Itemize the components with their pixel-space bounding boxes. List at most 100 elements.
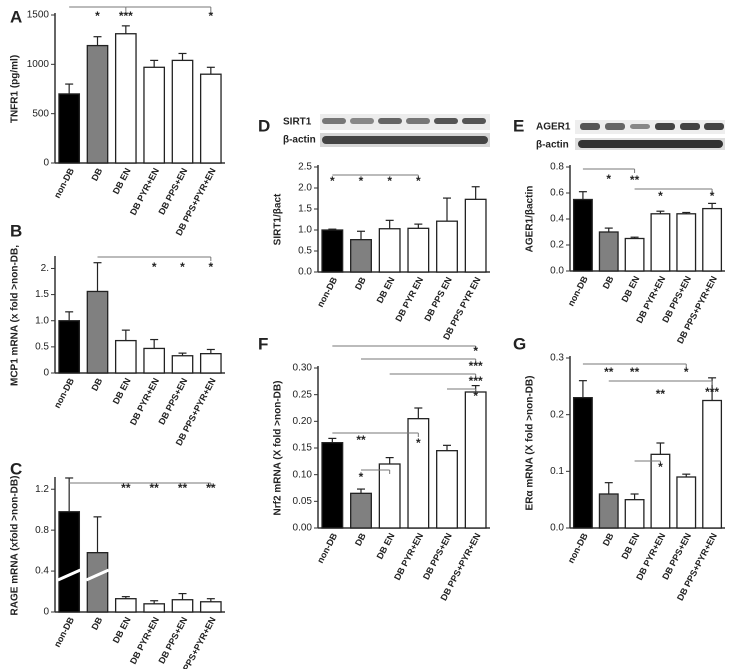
x-tick-label: non-DB <box>52 615 76 649</box>
y-tick-label: 1000 <box>27 59 50 70</box>
significance-star: * <box>208 260 213 274</box>
significance-star: *** <box>469 374 483 388</box>
significance-star: ** <box>630 365 640 379</box>
y-tick-label: 0 <box>43 368 49 379</box>
panel-letter: F <box>258 334 268 353</box>
y-tick-label: 0.15 <box>293 443 313 454</box>
y-axis-label: ERα mRNA (X fold >non-DB) <box>525 376 536 511</box>
significance-star: * <box>387 174 392 188</box>
x-tick-label: DB PYR+EN <box>128 166 161 216</box>
bar <box>407 227 430 273</box>
bar <box>464 391 487 529</box>
y-tick-label: 0 <box>43 158 49 169</box>
bar <box>464 198 487 273</box>
x-tick-label: non-DB <box>566 274 590 308</box>
x-tick-label: DB PPS+EN <box>156 166 189 216</box>
y-tick-label: 0.8 <box>35 525 49 536</box>
y-tick-label: 0.1 <box>550 466 564 477</box>
bar <box>624 499 645 529</box>
bar <box>171 355 194 374</box>
x-tick-label: DB EN <box>111 376 133 405</box>
significance-star: ** <box>356 433 366 447</box>
x-tick-label: DB PPS EN <box>422 275 454 323</box>
bar <box>598 231 619 272</box>
y-tick-label: 2.0 <box>298 183 312 194</box>
x-tick-label: DB <box>89 376 104 393</box>
bar <box>86 290 109 374</box>
x-tick-label: non-DB <box>52 166 76 200</box>
significance-star: * <box>152 260 157 274</box>
y-axis-label: TNFR1 (pg/ml) <box>10 55 21 123</box>
bar <box>171 59 194 164</box>
blot-e <box>575 120 725 150</box>
significance-star: ** <box>178 481 188 495</box>
bar <box>58 93 81 164</box>
significance-star: * <box>658 460 663 474</box>
significance-star: ** <box>630 173 640 187</box>
y-tick-label: 0.2 <box>550 409 564 420</box>
y-tick-label: 0.00 <box>293 523 313 534</box>
bar <box>86 552 109 613</box>
bar <box>199 601 222 613</box>
significance-star: * <box>606 172 611 186</box>
y-tick-label: 1500 <box>27 10 50 21</box>
x-tick-label: DB PPS+EN <box>156 376 189 426</box>
bar <box>143 66 166 164</box>
bar <box>58 320 81 374</box>
blot-label: β-actin <box>283 135 316 146</box>
significance-star: * <box>416 436 421 450</box>
panel-letter: C <box>10 459 22 478</box>
significance-star: *** <box>705 385 719 399</box>
x-tick-label: DB PPS+EN <box>421 531 454 581</box>
significance-star: *** <box>119 9 133 23</box>
bar <box>702 207 723 272</box>
significance-star: * <box>359 470 364 484</box>
y-tick-label: 1.5 <box>298 204 312 215</box>
x-tick-label: non-DB <box>315 531 339 565</box>
y-tick-label: 0.4 <box>35 566 49 577</box>
significance-star: * <box>208 9 213 23</box>
y-tick-label: 1.5 <box>35 289 49 300</box>
significance-star: *** <box>469 359 483 373</box>
x-tick-label: DB <box>601 531 616 548</box>
x-tick-label: non-DB <box>315 275 339 309</box>
bar <box>114 33 137 164</box>
y-tick-label: 0.0 <box>298 267 312 278</box>
bar <box>572 198 593 272</box>
bar <box>378 463 401 529</box>
bar <box>199 353 222 374</box>
significance-star: * <box>330 174 335 188</box>
bar <box>321 442 344 529</box>
y-tick-label: 0.0 <box>550 523 564 534</box>
significance-star: * <box>95 9 100 23</box>
y-tick-label: 0.5 <box>35 342 49 353</box>
x-tick-label: DB EN <box>111 166 133 195</box>
y-tick-label: 0.20 <box>293 416 313 427</box>
axis-break <box>85 568 110 582</box>
x-tick-label: DB <box>89 166 104 183</box>
y-tick-label: 2.5 <box>298 162 312 173</box>
y-tick-label: 0.25 <box>293 389 313 400</box>
x-tick-label: DB EN <box>375 531 397 560</box>
x-tick-label: DB EN <box>375 275 397 304</box>
bar <box>650 453 671 529</box>
bar <box>171 599 194 613</box>
bar <box>650 213 671 272</box>
y-axis-label: Nrf2 mRNA (X fold >non-DB) <box>273 381 284 516</box>
x-tick-label: DB PYR+EN <box>128 376 161 426</box>
bar <box>572 397 593 529</box>
bar <box>624 237 645 272</box>
y-tick-label: 0 <box>43 607 49 618</box>
y-tick-label: 2. <box>41 263 49 274</box>
y-tick-label: 0.5 <box>298 246 312 257</box>
significance-star: * <box>359 174 364 188</box>
y-tick-label: 0.10 <box>293 469 313 480</box>
bar <box>676 213 697 272</box>
x-tick-label: non-DB <box>52 376 76 410</box>
bar <box>350 492 372 529</box>
y-axis-label: RAGE mRNA (xfold >non-DB) <box>10 476 21 616</box>
y-tick-label: 0.30 <box>293 363 313 374</box>
bar <box>436 450 458 529</box>
significance-star: * <box>710 189 715 203</box>
x-tick-label: DB <box>89 615 104 632</box>
